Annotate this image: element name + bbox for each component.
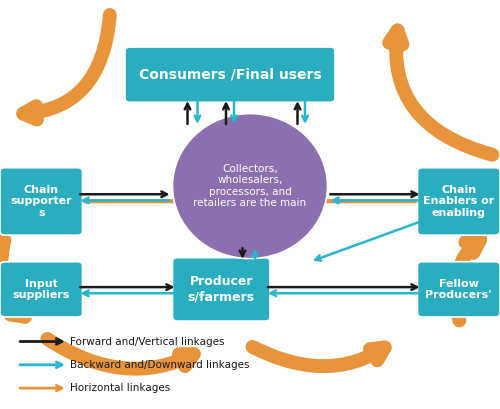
FancyArrowPatch shape: [252, 347, 384, 366]
FancyBboxPatch shape: [418, 262, 500, 317]
Text: Chain
supporter
s: Chain supporter s: [10, 185, 72, 218]
Text: Horizontal linkages: Horizontal linkages: [70, 383, 170, 393]
Ellipse shape: [172, 114, 328, 258]
FancyArrowPatch shape: [1, 240, 25, 317]
Text: Backward and/Downward linkages: Backward and/Downward linkages: [70, 360, 250, 370]
Text: Collectors,
wholesalers,
processors, and
retailers are the main: Collectors, wholesalers, processors, and…: [194, 164, 306, 209]
FancyArrowPatch shape: [48, 339, 194, 369]
FancyBboxPatch shape: [0, 262, 82, 317]
FancyBboxPatch shape: [418, 168, 500, 235]
Text: Producer
s/farmers: Producer s/farmers: [188, 275, 255, 303]
FancyArrowPatch shape: [24, 15, 110, 119]
Text: Fellow
Producers': Fellow Producers': [426, 279, 492, 300]
Text: Chain
Enablers or
enabling: Chain Enablers or enabling: [423, 185, 494, 218]
FancyArrowPatch shape: [456, 240, 480, 320]
FancyArrowPatch shape: [389, 30, 492, 155]
Text: Input
suppliers: Input suppliers: [12, 279, 70, 300]
FancyBboxPatch shape: [125, 47, 335, 102]
FancyBboxPatch shape: [0, 168, 82, 235]
Text: Forward and/Vertical linkages: Forward and/Vertical linkages: [70, 337, 224, 346]
Text: Consumers /Final users: Consumers /Final users: [138, 67, 322, 82]
FancyBboxPatch shape: [172, 258, 270, 321]
